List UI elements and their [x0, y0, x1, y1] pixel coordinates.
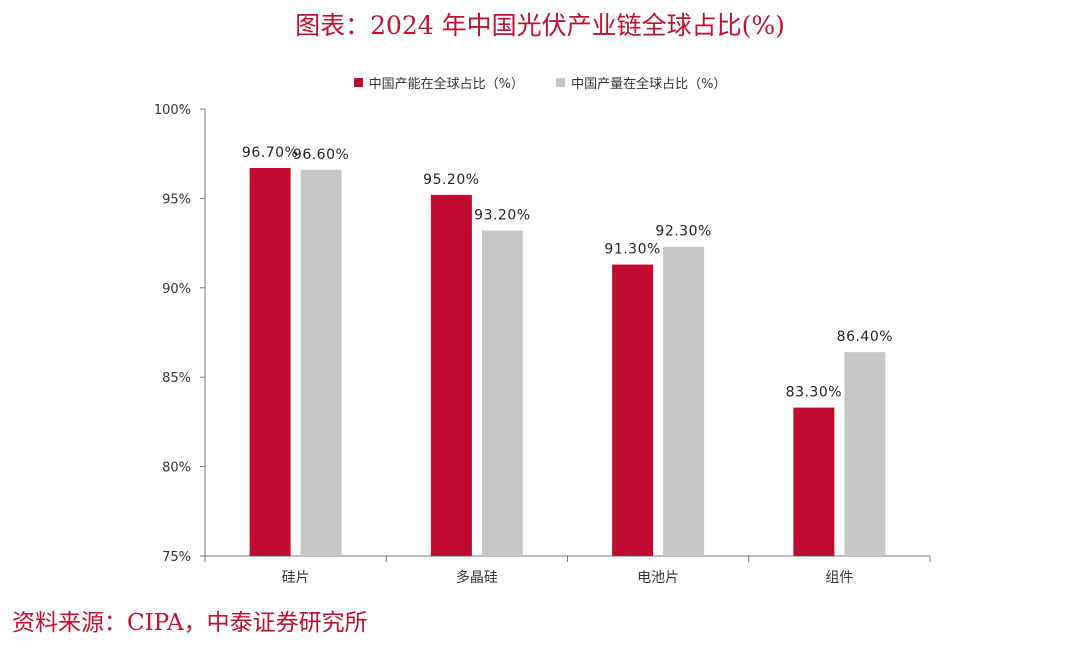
y-tick-label: 85%: [162, 371, 191, 386]
bar-capacity: [793, 407, 835, 556]
data-label-output: 96.60%: [293, 147, 349, 163]
bar-output: [844, 352, 886, 556]
legend: 中国产能在全球占比（%） 中国产量在全球占比（%）: [0, 73, 1080, 92]
bar-capacity: [430, 194, 472, 556]
y-tick-label: 90%: [162, 282, 191, 297]
data-label-output: 86.40%: [837, 329, 893, 345]
source-note: 资料来源：CIPA，中泰证券研究所: [12, 610, 368, 636]
y-tick-label: 80%: [162, 461, 191, 476]
legend-item-capacity: 中国产能在全球占比（%）: [353, 73, 524, 92]
bar-capacity: [612, 264, 654, 556]
bar-capacity: [249, 168, 291, 556]
legend-swatch-capacity: [353, 78, 363, 87]
data-label-output: 92.30%: [655, 224, 711, 240]
x-tick-label: 多晶硅: [456, 569, 498, 586]
data-label-capacity: 95.20%: [423, 172, 479, 188]
data-label-output: 93.20%: [474, 208, 530, 224]
data-label-capacity: 83.30%: [786, 385, 842, 401]
legend-label-capacity: 中国产能在全球占比（%）: [368, 77, 524, 92]
y-tick-label: 100%: [154, 103, 191, 118]
x-tick-label: 组件: [825, 570, 853, 586]
y-tick-label: 75%: [162, 550, 191, 565]
chart-title: 图表：2024 年中国光伏产业链全球占比(%): [295, 11, 785, 40]
y-tick-label: 95%: [162, 192, 191, 207]
legend-item-output: 中国产量在全球占比（%）: [556, 73, 726, 92]
x-tick-label: 硅片: [282, 570, 310, 586]
legend-swatch-output: [556, 78, 566, 87]
bar-output: [300, 169, 342, 557]
legend-label-output: 中国产量在全球占比（%）: [571, 77, 727, 92]
data-label-capacity: 96.70%: [242, 145, 298, 161]
data-label-capacity: 91.30%: [604, 242, 660, 258]
x-tick-label: 电池片: [637, 570, 679, 586]
bar-output: [481, 230, 523, 557]
bar-output: [663, 246, 705, 556]
